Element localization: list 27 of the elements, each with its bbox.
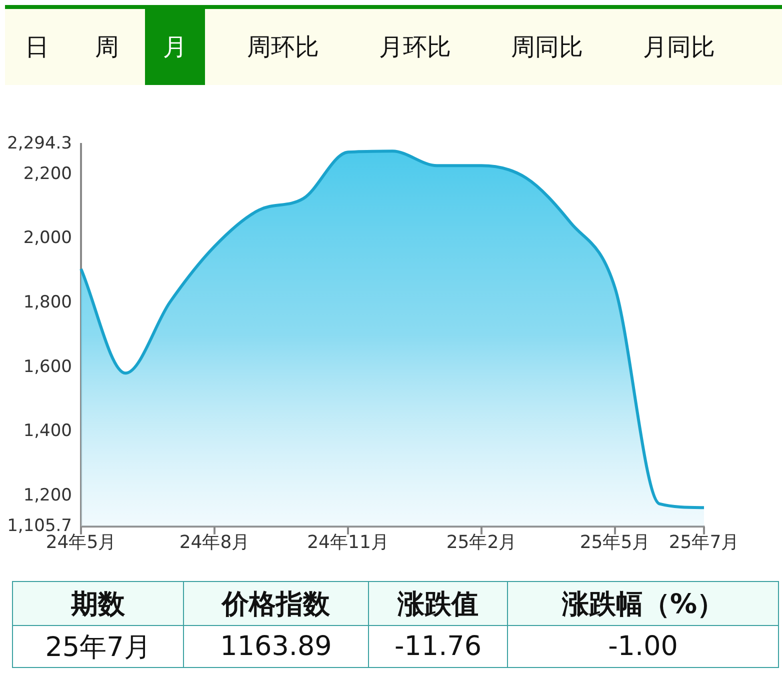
- text: 周同比: [510, 32, 584, 63]
- text: 期数: [12, 582, 184, 626]
- x-tick-label: 24年8月: [179, 532, 250, 553]
- text: 涨跌幅（%）: [508, 582, 778, 626]
- y-tick-label: 2,200: [23, 164, 72, 184]
- text: -11.76: [368, 626, 508, 668]
- x-tick-label: 25年5月: [580, 532, 650, 553]
- text: 月环比: [378, 32, 452, 63]
- text: 周环比: [246, 32, 320, 63]
- text: 价格指数: [184, 582, 368, 626]
- y-tick-label: 1,400: [23, 421, 72, 442]
- text: 涨跌值: [368, 582, 508, 626]
- text: 1163.89: [184, 626, 368, 668]
- y-tick-label: 2,294.3: [7, 133, 72, 154]
- text: -1.00: [508, 626, 778, 668]
- y-tick-label: 1,600: [23, 356, 72, 377]
- x-tick-label: 25年7月: [668, 532, 740, 553]
- y-tick-label: 1,200: [23, 485, 72, 506]
- text: 周: [94, 32, 120, 63]
- y-tick-label: 2,000: [23, 228, 72, 248]
- text: 25年7月: [12, 626, 184, 668]
- x-tick-label: 24年11月: [307, 532, 389, 553]
- x-tick-label: 25年2月: [446, 532, 517, 553]
- text: 月: [145, 9, 205, 85]
- text: 月同比: [642, 32, 716, 63]
- text: 日: [24, 32, 50, 63]
- y-tick-label: 1,800: [23, 292, 72, 312]
